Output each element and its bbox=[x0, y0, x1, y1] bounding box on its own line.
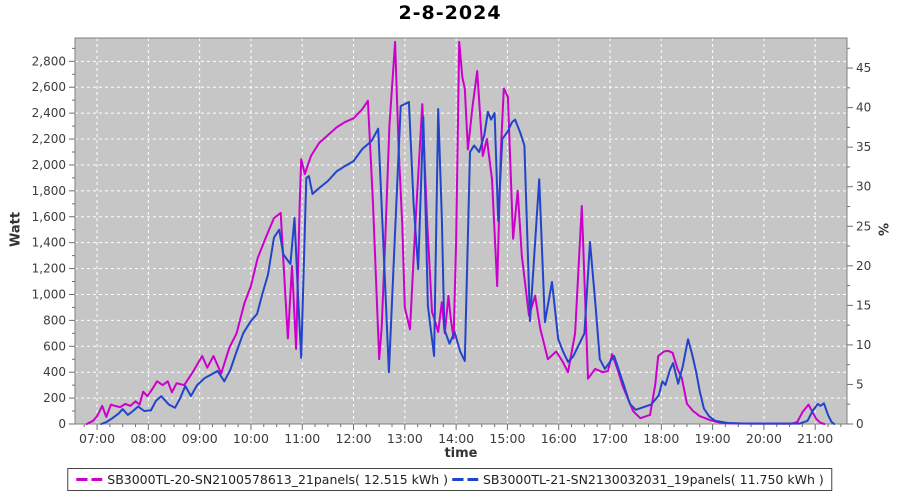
svg-text:08:00: 08:00 bbox=[130, 431, 166, 446]
svg-text:1,600: 1,600 bbox=[32, 210, 66, 224]
svg-text:25: 25 bbox=[856, 219, 871, 233]
series-line-1 bbox=[100, 101, 836, 425]
svg-text:30: 30 bbox=[856, 180, 871, 194]
svg-text:0: 0 bbox=[856, 417, 864, 431]
svg-text:12:00: 12:00 bbox=[336, 431, 372, 446]
svg-text:13:00: 13:00 bbox=[387, 431, 423, 446]
svg-text:45: 45 bbox=[856, 61, 871, 75]
series-line-swatch-blue bbox=[452, 478, 478, 481]
svg-text:400: 400 bbox=[43, 365, 66, 379]
svg-text:19:00: 19:00 bbox=[695, 431, 731, 446]
plot-svg: 02004006008001,0001,2001,4001,6001,8002,… bbox=[32, 37, 872, 446]
series-line-0 bbox=[85, 40, 826, 425]
svg-text:800: 800 bbox=[43, 313, 66, 327]
svg-text:1,400: 1,400 bbox=[32, 236, 66, 250]
legend-label-inverter-20: SB3000TL-20-SN2100578613_21panels( 12.51… bbox=[107, 472, 448, 487]
svg-text:17:00: 17:00 bbox=[592, 431, 628, 446]
svg-text:11:00: 11:00 bbox=[284, 431, 320, 446]
svg-text:1,000: 1,000 bbox=[32, 287, 66, 301]
svg-text:16:00: 16:00 bbox=[541, 431, 577, 446]
svg-text:40: 40 bbox=[856, 101, 871, 115]
bottom-axis-title: time bbox=[444, 446, 478, 461]
svg-text:18:00: 18:00 bbox=[643, 431, 679, 446]
svg-text:2,800: 2,800 bbox=[32, 54, 66, 68]
svg-text:07:00: 07:00 bbox=[79, 431, 115, 446]
svg-text:2,200: 2,200 bbox=[32, 132, 66, 146]
svg-text:2,600: 2,600 bbox=[32, 80, 66, 94]
svg-text:35: 35 bbox=[856, 140, 871, 154]
svg-text:2,400: 2,400 bbox=[32, 106, 66, 120]
svg-text:0: 0 bbox=[58, 417, 66, 431]
svg-text:2,000: 2,000 bbox=[32, 158, 66, 172]
svg-text:5: 5 bbox=[856, 377, 864, 391]
svg-text:15:00: 15:00 bbox=[489, 431, 525, 446]
svg-text:1,800: 1,800 bbox=[32, 184, 66, 198]
svg-text:200: 200 bbox=[43, 391, 66, 405]
right-axis-title: % bbox=[874, 222, 890, 237]
svg-text:20:00: 20:00 bbox=[746, 431, 782, 446]
svg-text:10: 10 bbox=[856, 338, 871, 352]
legend-entry-inverter-20: SB3000TL-20-SN2100578613_21panels( 12.51… bbox=[76, 472, 448, 487]
legend-label-inverter-21: SB3000TL-21-SN2130032031_19panels( 11.75… bbox=[483, 472, 824, 487]
svg-text:15: 15 bbox=[856, 298, 871, 312]
svg-text:1,200: 1,200 bbox=[32, 262, 66, 276]
svg-text:14:00: 14:00 bbox=[438, 431, 474, 446]
plot-border bbox=[74, 37, 848, 425]
svg-text:20: 20 bbox=[856, 259, 871, 273]
svg-text:600: 600 bbox=[43, 339, 66, 353]
axis-tick-labels: 02004006008001,0001,2001,4001,6001,8002,… bbox=[32, 54, 872, 446]
svg-text:09:00: 09:00 bbox=[182, 431, 218, 446]
left-axis-title: Watt bbox=[8, 211, 24, 248]
series-line-swatch-magenta bbox=[76, 478, 103, 481]
svg-text:10:00: 10:00 bbox=[233, 431, 269, 446]
legend-entry-inverter-21: SB3000TL-21-SN2130032031_19panels( 11.75… bbox=[452, 472, 824, 487]
legend: SB3000TL-20-SN2100578613_21panels( 12.51… bbox=[67, 468, 833, 491]
svg-text:21:00: 21:00 bbox=[797, 431, 833, 446]
chart-title: 2-8-2024 bbox=[398, 2, 502, 24]
axis-ticks bbox=[69, 47, 853, 430]
plot-area bbox=[75, 38, 847, 424]
